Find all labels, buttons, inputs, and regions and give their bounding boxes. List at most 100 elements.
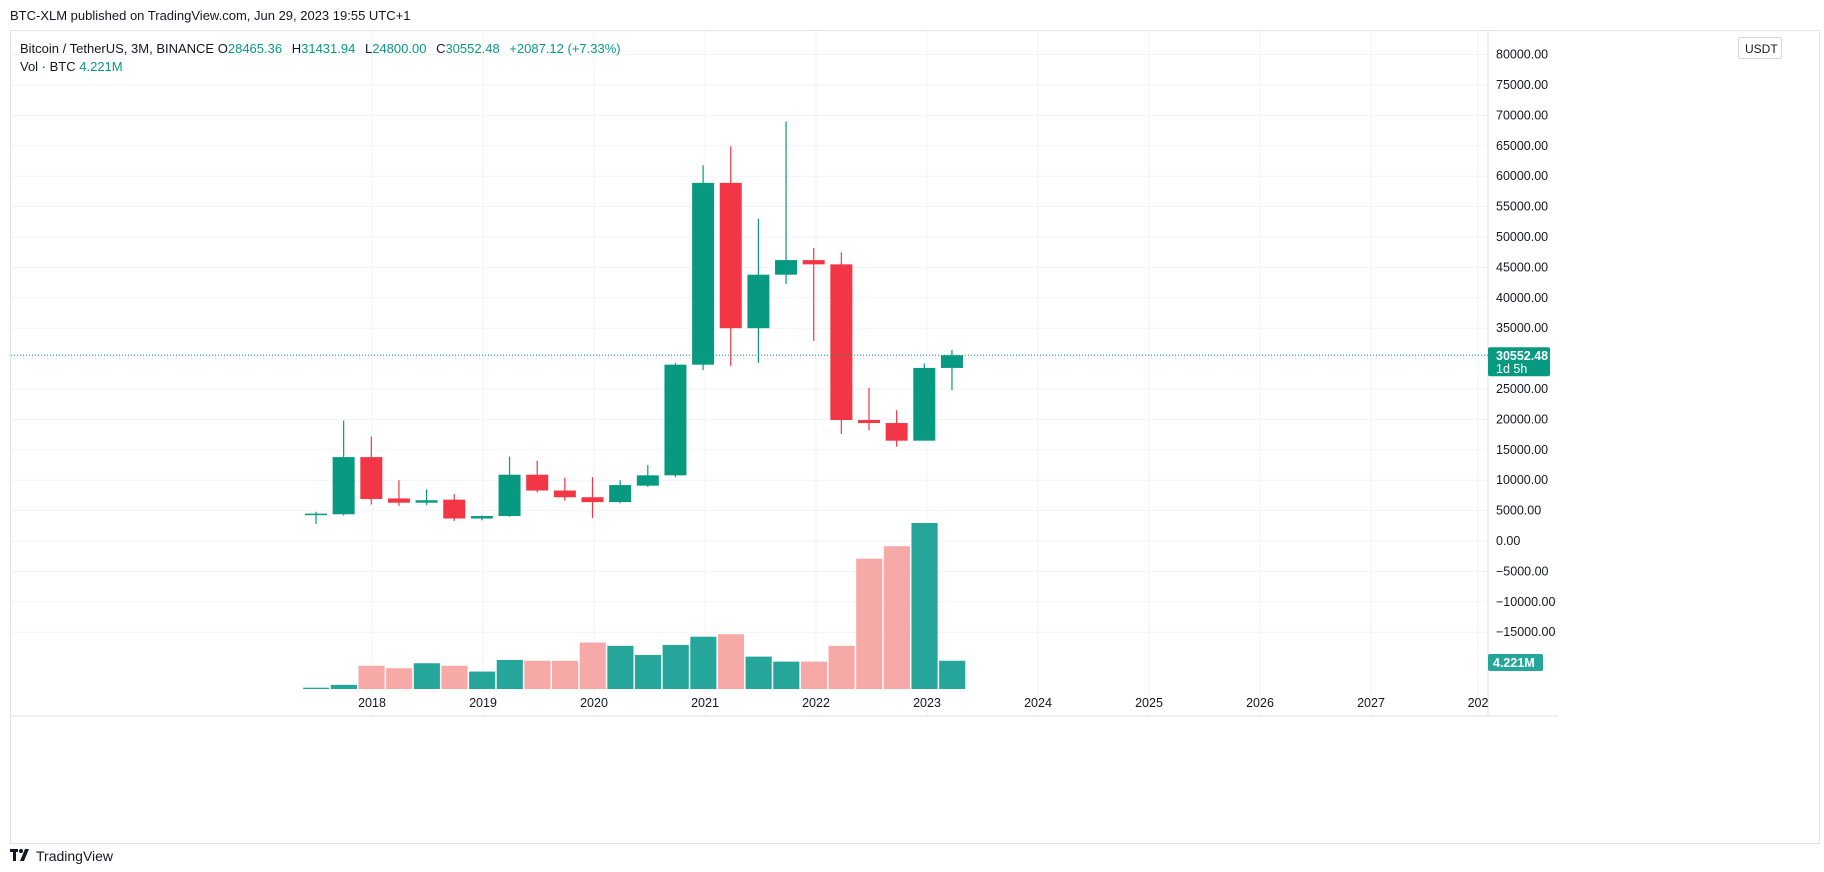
volume-bar[interactable] (496, 659, 523, 689)
price-tick-label: 70000.00 (1496, 108, 1548, 122)
price-tick-label: 5000.00 (1496, 504, 1541, 518)
candle-body (387, 498, 410, 503)
price-tick-label: 55000.00 (1496, 200, 1548, 214)
candle[interactable] (526, 460, 549, 493)
price-tick-label: −10000.00 (1496, 595, 1555, 609)
candle-body (664, 364, 687, 476)
last-price-badge (1488, 347, 1550, 377)
candle-body (526, 474, 549, 491)
price-tick-label: 10000.00 (1496, 473, 1548, 487)
candle[interactable] (553, 477, 576, 501)
candle[interactable] (443, 494, 466, 521)
volume-bar[interactable] (303, 687, 330, 689)
time-tick-label: 2023 (913, 696, 941, 710)
volume-bar[interactable] (773, 661, 800, 689)
price-tick-label: 45000.00 (1496, 260, 1548, 274)
candle[interactable] (775, 121, 798, 284)
volume-bar[interactable] (552, 660, 579, 689)
volume-bar[interactable] (883, 546, 910, 689)
volume-bar[interactable] (911, 523, 938, 689)
candle[interactable] (387, 480, 410, 506)
volume-bar[interactable] (441, 665, 468, 689)
candles (305, 121, 963, 524)
candle[interactable] (636, 465, 659, 487)
currency-unit-button[interactable]: USDT (1738, 37, 1782, 59)
candle-body (581, 497, 604, 503)
volume-bar[interactable] (939, 660, 966, 689)
volume-bar[interactable] (524, 660, 551, 689)
candle[interactable] (802, 247, 825, 341)
chart-frame[interactable] (10, 30, 1820, 844)
volume-bar[interactable] (634, 654, 662, 689)
candle[interactable] (885, 410, 908, 447)
price-tick-label: 15000.00 (1496, 443, 1548, 457)
candle[interactable] (747, 218, 770, 363)
open-key: O (217, 41, 228, 56)
price-tick-label: 80000.00 (1496, 48, 1548, 62)
volume-bar[interactable] (717, 634, 745, 689)
brand-name: TradingView (36, 848, 114, 864)
footer: TradingView (10, 845, 113, 867)
volume-bar[interactable] (469, 671, 496, 689)
candle[interactable] (415, 489, 438, 506)
candle[interactable] (830, 252, 853, 434)
candle[interactable] (470, 515, 493, 521)
candle-body (692, 182, 715, 365)
candle[interactable] (305, 511, 327, 524)
candle[interactable] (332, 420, 355, 516)
change-value: +2087.12 (+7.33%) (509, 41, 621, 56)
candle[interactable] (940, 349, 963, 391)
candle-body (498, 474, 521, 517)
open-value: 28465.36 (227, 41, 283, 56)
candle[interactable] (664, 362, 687, 478)
volume-badge (1488, 654, 1543, 671)
candle-body (305, 513, 327, 516)
candle[interactable] (498, 456, 521, 517)
candle-body (913, 367, 936, 441)
volume-bar[interactable] (413, 663, 440, 689)
candle-body (470, 516, 493, 519)
price-tick-label: −5000.00 (1496, 564, 1549, 578)
volume-badge-text: 4.221M (1493, 656, 1535, 670)
time-tick-label: 2025 (1135, 696, 1163, 710)
volume-bar[interactable] (800, 661, 828, 689)
price-tick-label: 40000.00 (1496, 291, 1548, 305)
volume-bar[interactable] (662, 645, 689, 689)
volume-bar[interactable] (745, 656, 772, 689)
candle-body (553, 490, 576, 498)
price-axis-labels: −15000.00 −10000.00 −5000.00 0.00 5000.00 100… (1496, 48, 1555, 640)
volume-bar[interactable] (607, 645, 634, 689)
candle[interactable] (692, 165, 715, 371)
time-tick-label: 202 (1468, 696, 1489, 710)
time-tick-label: 2020 (580, 696, 608, 710)
symbol-title: Bitcoin / TetherUS, 3M, BINANCE (20, 41, 215, 56)
candle[interactable] (609, 480, 632, 504)
candle[interactable] (719, 146, 742, 366)
published-line: BTC-XLM published on TradingView.com, Ju… (10, 8, 411, 23)
volume-bar[interactable] (579, 642, 606, 689)
candle-body (802, 260, 825, 265)
price-tick-label: 20000.00 (1496, 412, 1548, 426)
candle[interactable] (858, 387, 880, 431)
close-key: C (436, 41, 446, 56)
candle-body (719, 182, 742, 329)
time-tick-label: 2026 (1246, 696, 1274, 710)
candle[interactable] (581, 477, 604, 518)
candle[interactable] (913, 363, 936, 441)
volume-bar[interactable] (828, 645, 855, 689)
volume-bar[interactable] (690, 636, 717, 689)
volume-bar[interactable] (358, 665, 385, 689)
time-tick-label: 2024 (1024, 696, 1052, 710)
volume-bar[interactable] (330, 684, 357, 689)
candle-body (858, 420, 880, 424)
time-axis-labels: 2018 2019 2020 2021 2022 2023 2024 2025 2026 2027… (358, 696, 1488, 710)
volume-bar[interactable] (386, 668, 413, 689)
candle-body (830, 264, 853, 421)
candle-body (747, 274, 770, 329)
time-tick-label: 2021 (691, 696, 719, 710)
volume-bar[interactable] (856, 558, 883, 689)
price-tick-label: 65000.00 (1496, 139, 1548, 153)
candle[interactable] (360, 436, 383, 505)
